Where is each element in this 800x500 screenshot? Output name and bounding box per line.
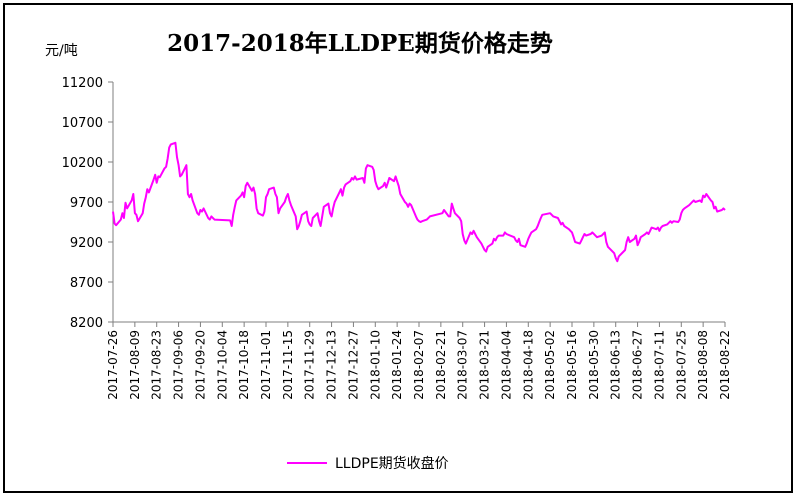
x-tick-label: 2018-07-25	[674, 330, 688, 400]
x-tick-label: 2018-03-21	[478, 330, 492, 400]
x-tick-label: 2018-06-13	[609, 330, 623, 400]
x-tick-label: 2018-01-24	[390, 330, 404, 400]
x-tick-label: 2017-12-13	[325, 330, 339, 400]
y-tick-label: 9700	[70, 196, 103, 211]
x-tick-label: 2017-08-09	[128, 330, 142, 400]
x-tick-label: 2017-11-15	[281, 330, 295, 400]
legend-label: LLDPE期货收盘价	[335, 455, 449, 472]
x-axis: 2017-07-26 2017-08-09 2017-08-23 2017-09-06…	[106, 321, 732, 400]
legend: LLDPE期货收盘价	[287, 455, 449, 472]
x-tick-label: 2017-11-29	[303, 330, 317, 400]
chart-canvas: 2017-2018年LLDPE期货价格走势 元/吨 8200 8700 9200 97…	[45, 30, 732, 472]
x-tick-label: 2018-05-02	[543, 330, 557, 400]
x-tick-label: 2018-07-11	[652, 330, 666, 400]
x-tick-label: 2018-04-04	[499, 330, 513, 400]
x-tick-label: 2018-04-18	[521, 330, 535, 400]
x-tick-label: 2017-12-27	[346, 330, 360, 400]
x-tick-label: 2018-01-10	[368, 330, 382, 400]
y-tick-label: 9200	[70, 236, 103, 251]
x-tick-label: 2018-05-30	[587, 330, 601, 400]
x-tick-label: 2017-09-20	[193, 330, 207, 400]
x-tick-label: 2018-03-07	[456, 330, 470, 400]
x-tick-label: 2017-11-01	[259, 330, 273, 400]
y-axis: 8200 8700 9200 9700 10200 10700 11200	[62, 76, 114, 331]
x-tick-label: 2018-05-16	[565, 330, 579, 400]
x-tick-label: 2017-10-04	[215, 330, 229, 400]
x-tick-label: 2018-08-08	[696, 330, 710, 400]
y-unit-label: 元/吨	[45, 43, 78, 59]
x-tick-label: 2017-09-06	[172, 330, 186, 400]
x-tick-label: 2018-02-21	[434, 330, 448, 400]
y-tick-label: 10200	[62, 156, 103, 171]
y-tick-label: 8200	[70, 316, 103, 331]
x-tick-label: 2017-10-18	[237, 330, 251, 400]
series-line	[112, 141, 726, 263]
x-tick-label: 2018-02-07	[412, 330, 426, 400]
chart-frame: 2017-2018年LLDPE期货价格走势 元/吨 8200 8700 9200 97…	[3, 3, 793, 493]
y-tick-label: 10700	[62, 116, 103, 131]
x-tick-label: 2018-08-22	[718, 330, 732, 400]
x-tick-label: 2017-08-23	[150, 330, 164, 400]
y-tick-label: 11200	[62, 76, 103, 91]
x-tick-label: 2017-07-26	[106, 330, 120, 400]
y-tick-label: 8700	[70, 276, 103, 291]
chart-title: 2017-2018年LLDPE期货价格走势	[167, 30, 553, 57]
x-tick-label: 2018-06-27	[631, 330, 645, 400]
series-layer	[112, 141, 726, 263]
